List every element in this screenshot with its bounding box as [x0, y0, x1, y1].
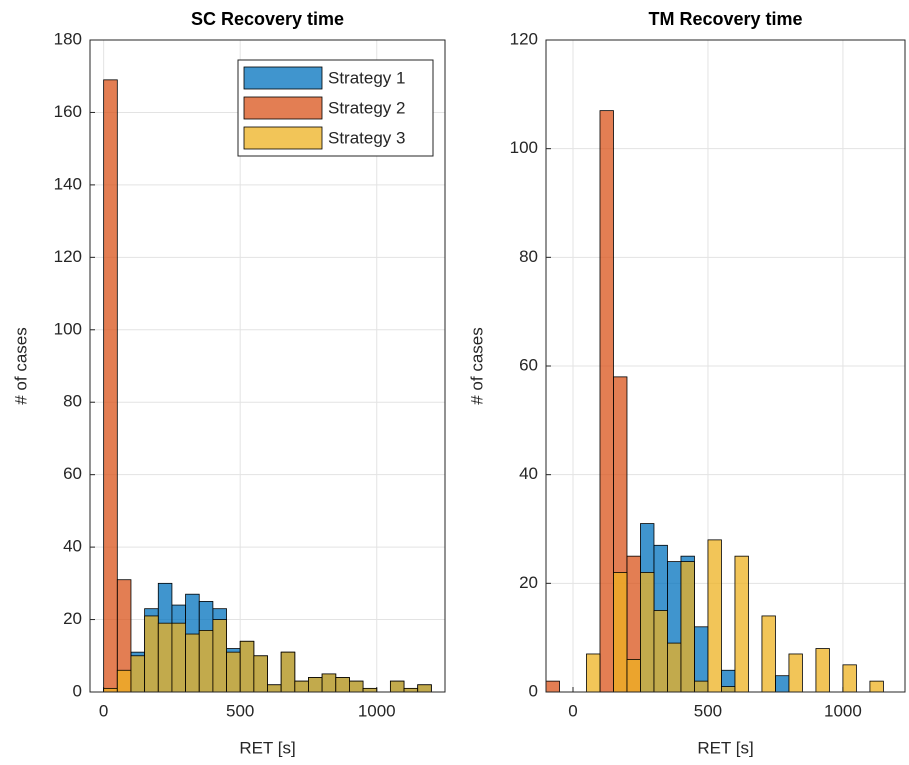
legend-label: Strategy 1 — [328, 68, 406, 87]
histogram-bar — [185, 633, 200, 693]
y-tick-label: 20 — [63, 609, 82, 628]
histogram-bar — [349, 680, 364, 693]
x-axis-label: RET [s] — [239, 738, 295, 757]
y-tick-label: 120 — [510, 29, 538, 48]
histogram-bar — [335, 677, 350, 693]
y-tick-label: 140 — [54, 174, 82, 193]
y-tick-label: 180 — [54, 29, 82, 48]
legend-swatch — [243, 126, 323, 150]
y-axis-label: # of cases — [11, 327, 30, 405]
legend-label: Strategy 3 — [328, 128, 406, 147]
y-tick-label: 80 — [63, 392, 82, 411]
histogram-bar — [586, 653, 601, 693]
histogram-bar — [226, 651, 241, 693]
axes-box — [89, 39, 446, 693]
x-tick-label: 0 — [568, 701, 577, 720]
histogram-bar — [599, 110, 614, 693]
y-tick-label: 40 — [63, 537, 82, 556]
x-tick-label: 0 — [99, 701, 108, 720]
y-tick-label: 80 — [519, 247, 538, 266]
axes-box — [545, 39, 906, 693]
histogram-bar — [130, 655, 146, 693]
histogram-bar — [389, 680, 405, 693]
histogram-bar — [613, 572, 628, 693]
legend-label: Strategy 2 — [328, 98, 406, 117]
histogram-bar — [157, 622, 173, 693]
x-tick-label: 500 — [694, 701, 722, 720]
x-axis-label: RET [s] — [697, 738, 753, 757]
histogram-bar — [253, 655, 268, 693]
y-tick-label: 120 — [54, 247, 82, 266]
y-axis-label: # of cases — [467, 327, 486, 405]
histogram-bar — [626, 659, 641, 693]
histogram-bar — [842, 664, 857, 693]
y-tick-label: 60 — [63, 464, 82, 483]
chart-title: TM Recovery time — [648, 9, 802, 29]
histogram-bar — [788, 653, 803, 693]
y-tick-label: 0 — [529, 681, 538, 700]
legend-swatch — [243, 96, 323, 120]
histogram-bar — [694, 680, 709, 693]
histogram-bar — [144, 615, 159, 693]
histogram-bar — [362, 687, 378, 693]
axes: 0 20 40 60 80 100 120 140 160 180 0 500 1000 SC Recov… — [11, 9, 446, 757]
histogram-bar — [761, 615, 776, 693]
x-tick-label: 1000 — [824, 701, 862, 720]
chart-title: SC Recovery time — [191, 9, 344, 29]
y-tick-label: 60 — [519, 355, 538, 374]
histogram-bar — [869, 680, 884, 693]
axes: 0 20 40 60 80 100 120 0 500 1000 TM Recovery time R… — [467, 9, 906, 757]
histogram-bar — [815, 648, 830, 693]
histogram-bar — [294, 680, 309, 693]
histogram-bar — [640, 572, 655, 693]
histogram-bar — [734, 555, 749, 693]
histogram-bar — [707, 539, 722, 693]
histogram-bar — [775, 675, 790, 693]
histogram-bar — [680, 561, 695, 693]
histogram-bar — [116, 669, 132, 693]
y-tick-label: 20 — [519, 573, 538, 592]
legend-swatch — [243, 66, 323, 90]
x-tick-label: 500 — [226, 701, 254, 720]
y-tick-label: 160 — [54, 102, 82, 121]
histogram-bar — [103, 79, 118, 693]
y-tick-label: 40 — [519, 464, 538, 483]
histogram-bar — [308, 677, 323, 693]
histogram-bar — [171, 622, 186, 693]
histogram-bar — [321, 673, 337, 693]
histogram-bar — [267, 684, 282, 693]
histogram-bar — [403, 687, 419, 693]
histogram-bar — [198, 630, 214, 693]
y-tick-label: 0 — [73, 681, 82, 700]
y-tick-label: 100 — [54, 319, 82, 338]
histogram-bar — [280, 651, 296, 693]
x-tick-label: 1000 — [358, 701, 396, 720]
histogram-bar — [721, 686, 736, 693]
histogram-bar — [417, 684, 432, 693]
histogram-bar — [667, 642, 682, 693]
histogram-bar — [239, 640, 255, 693]
histogram-bar — [103, 687, 118, 693]
histogram-bar — [212, 619, 227, 693]
histogram-bar — [545, 680, 560, 693]
y-tick-label: 100 — [510, 138, 538, 157]
histogram-bar — [653, 610, 668, 693]
